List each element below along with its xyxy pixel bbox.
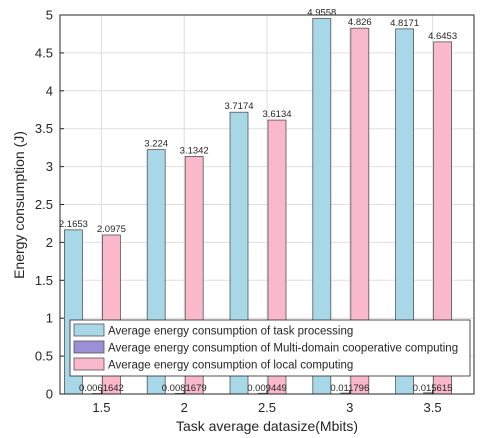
y-tick-label: 2.5	[35, 197, 53, 212]
y-tick-label: 3	[46, 159, 53, 174]
data-label-series-1: 4.9558	[307, 7, 336, 18]
y-tick-label: 1	[46, 311, 53, 326]
data-label-series-1: 3.224	[144, 139, 168, 150]
y-tick-label: 4.5	[35, 45, 53, 60]
axis-ticks: 0 0.5 1 1.5 2 2.5 3 3.5 4 4.5 5 1.5 2 2.5 3 3.5	[35, 8, 442, 416]
data-label-series-2: 0.009449	[247, 383, 287, 394]
data-label-series-1: 3.7174	[224, 101, 253, 112]
data-label-series-3: 3.6134	[262, 109, 291, 120]
legend-label-series-3: Average energy consumption of local comp…	[108, 360, 353, 372]
x-tick-label: 3	[346, 400, 353, 415]
x-tick-label: 1.5	[92, 400, 110, 415]
y-tick-label: 3.5	[35, 121, 53, 136]
data-label-series-3: 4.826	[348, 17, 372, 28]
data-labels: 2.1653 3.224 3.7174 4.9558 4.8171 0.0061642 0.…	[59, 7, 457, 394]
data-label-series-2: 0.011796	[330, 383, 369, 394]
y-tick-label: 0	[46, 387, 53, 402]
legend-label-series-1: Average energy consumption of task proce…	[108, 326, 353, 338]
legend-box	[69, 319, 471, 377]
x-tick-label: 2	[181, 400, 188, 415]
y-tick-label: 0.5	[35, 349, 53, 364]
y-tick-label: 5	[46, 8, 53, 23]
x-tick-label: 3.5	[424, 400, 442, 415]
data-label-series-2: 0.0061642	[79, 383, 124, 394]
y-axis-title: Energy consumption (J)	[11, 131, 27, 279]
data-label-series-3: 3.1342	[180, 145, 209, 156]
x-tick-label: 2.5	[258, 400, 276, 415]
data-label-series-2: 0.0081679	[162, 383, 207, 394]
legend-swatch-series-3	[73, 357, 105, 371]
data-label-series-1: 2.1653	[59, 219, 88, 230]
y-tick-label: 2	[46, 235, 53, 250]
legend-swatch-series-1	[73, 323, 105, 337]
legend-swatch-series-2	[73, 340, 105, 354]
data-label-series-3: 2.0975	[97, 224, 126, 235]
data-label-series-2: 0.015615	[413, 383, 453, 394]
data-label-series-3: 4.6453	[428, 31, 457, 42]
y-tick-label: 4	[46, 83, 53, 98]
data-label-series-1: 4.8171	[390, 18, 419, 29]
y-tick-label: 1.5	[35, 273, 53, 288]
x-axis-title: Task average datasize(Mbits)	[176, 418, 358, 434]
legend-label-series-2: Average energy consumption of Multi-doma…	[108, 343, 458, 355]
legend: Average energy consumption of task proce…	[69, 319, 471, 377]
